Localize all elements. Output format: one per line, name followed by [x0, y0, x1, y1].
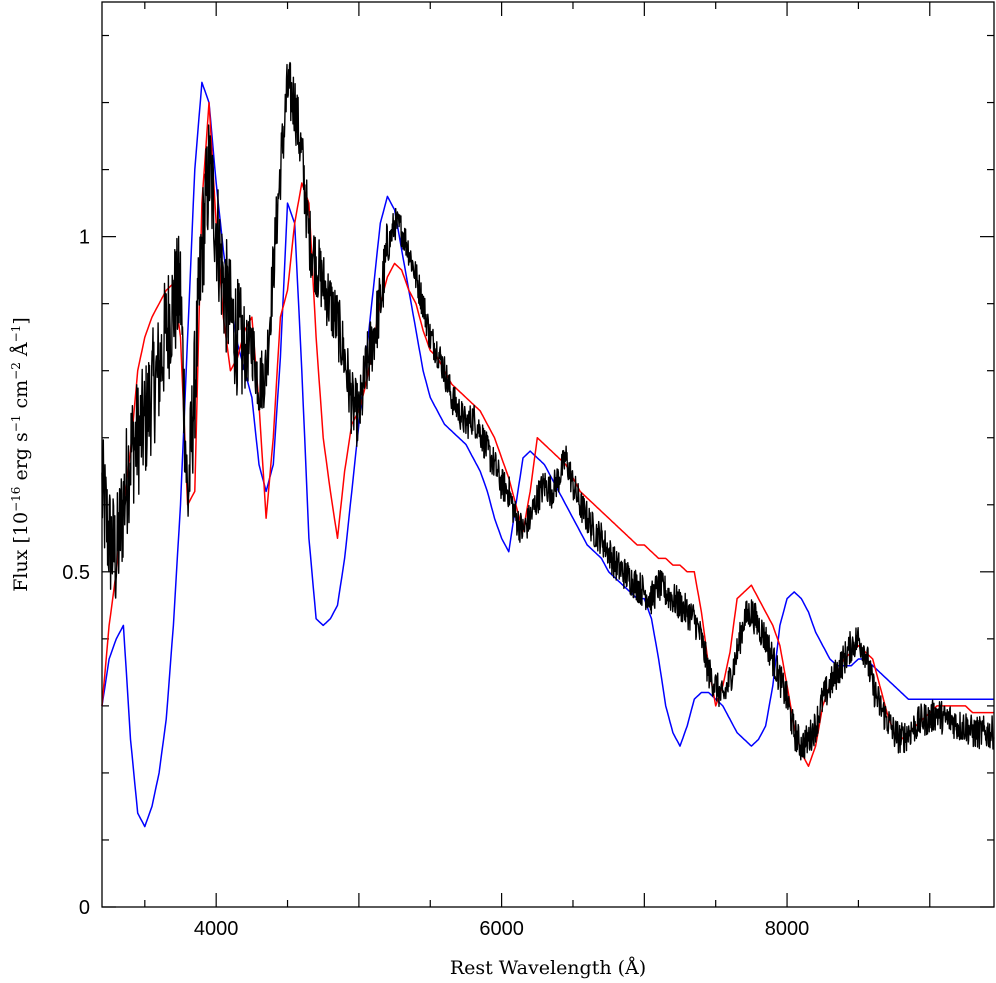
series-line-0 [101, 61, 995, 761]
series-line-2 [101, 81, 994, 828]
series-line-1 [101, 101, 994, 767]
x-tick-label: 4000 [194, 918, 239, 940]
x-tick-label: 6000 [479, 918, 524, 940]
x-axis-title: Rest Wavelength (Å) [450, 957, 646, 979]
y-axis-title: Flux [10−16 erg s−1 cm−2 Å−1] [9, 317, 32, 592]
y-tick-label: 0.5 [62, 562, 90, 584]
spectrum-series [101, 61, 995, 828]
y-tick-label: 0 [79, 897, 90, 919]
axis-ticks [102, 2, 994, 908]
tick-labels: 4000 6000 8000 0 0.5 1 [62, 227, 809, 940]
y-tick-label: 1 [79, 227, 90, 249]
x-tick-label: 8000 [765, 918, 810, 940]
plot-frame [101, 1, 995, 908]
